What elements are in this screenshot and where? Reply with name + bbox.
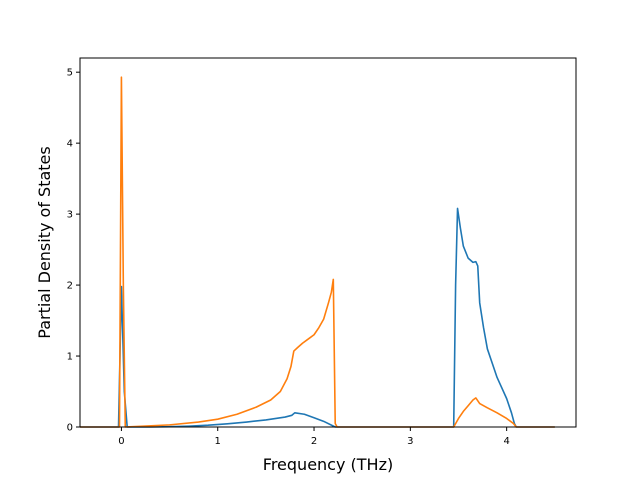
y-tick-label: 2	[67, 281, 73, 292]
series-layer	[80, 76, 555, 428]
series-line-1	[80, 207, 555, 428]
x-tick-label: 2	[311, 436, 317, 447]
x-tick-label: 0	[118, 436, 124, 447]
ticks-layer: 0 1 2 3 4 0 1 2 3 4 5	[67, 68, 510, 447]
plot-frame	[79, 57, 577, 428]
y-tick-label: 0	[67, 423, 73, 434]
x-tick-label: 3	[407, 436, 413, 447]
y-tick-label: 5	[67, 68, 73, 79]
x-tick-label: 1	[215, 436, 221, 447]
y-axis-label: Partial Density of States	[35, 146, 54, 338]
x-axis-label: Frequency (THz)	[263, 455, 393, 474]
y-tick-label: 3	[67, 210, 73, 221]
y-tick-label: 1	[67, 352, 73, 363]
x-tick-label: 4	[503, 436, 509, 447]
y-tick-label: 4	[67, 139, 73, 150]
series-line-2	[80, 76, 555, 428]
